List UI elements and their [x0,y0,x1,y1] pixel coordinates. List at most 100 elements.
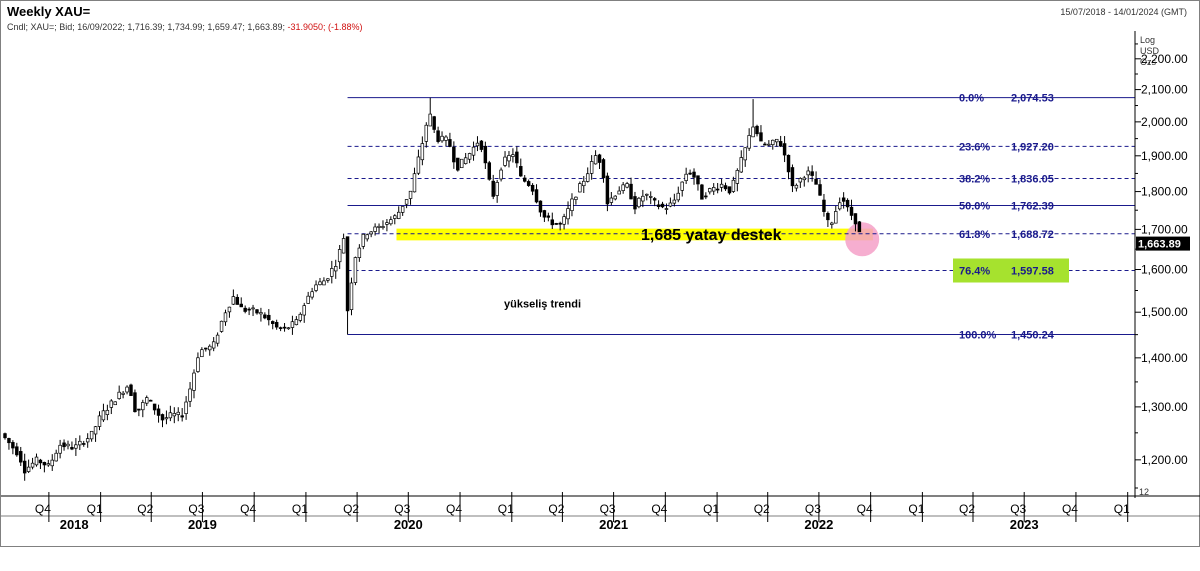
quarter-label: Q2 [754,502,770,516]
candle-body [204,347,208,350]
candle-body [121,392,125,395]
candle-body [404,199,409,205]
candle-body [15,446,19,456]
candle-body [223,312,228,323]
currency-label: USD [1140,46,1160,56]
year-label: 2019 [188,517,217,532]
candle-body [845,199,850,208]
fib-value-label: 1,688.72 [1011,229,1054,241]
y-tick-label: 1,400.00 [1141,351,1188,365]
candle-body [373,226,377,232]
price-chart[interactable]: 0.0% 2,074.53 23.6% 1,927.20 38.2% 1,836.05 50… [1,1,1200,548]
candle-body [164,417,169,420]
candle-body [66,443,70,447]
candle-body [605,175,610,205]
candle-body [660,203,665,208]
candle-body [491,180,495,197]
year-label: 2021 [599,517,628,532]
candle-body [582,180,586,187]
candle-body [369,231,373,235]
candle-body [42,461,47,466]
candle-body [522,177,527,182]
candle-body [7,438,11,444]
candle-body [542,210,547,218]
axis-corner-label: 12 [1139,487,1149,497]
fib-value-label: 1,836.05 [1011,173,1054,185]
candle-body [109,400,114,408]
candle-body [180,415,184,418]
fib-pct-label: 100.0% [959,330,997,342]
candle-body [782,143,787,156]
candle-body [345,236,350,312]
candle-body [830,222,834,225]
candle-body [704,195,708,198]
candle-body [806,170,810,176]
candle-body [566,208,570,220]
candle-body [479,140,484,150]
candle-body [70,447,74,450]
candle-body [145,397,149,404]
candle-body [389,219,393,225]
candle-body [802,177,806,181]
fib-value-label: 1,927.20 [1011,141,1054,153]
year-label: 2018 [60,517,89,532]
candle-body [790,167,795,187]
candle-body [774,138,779,143]
candle-body [160,414,165,421]
quarter-label: Q3 [394,502,410,516]
candle-body [172,413,177,417]
candle-body [188,388,192,402]
candle-body [574,196,578,200]
candle-body [534,189,539,203]
quarter-label: Q4 [651,502,667,516]
log-scale-label[interactable]: Log [1140,35,1156,45]
candle-body [278,327,283,329]
candle-body [211,341,216,349]
candle-body [105,409,110,415]
candle-body [168,412,173,419]
fib-value-label: 1,597.58 [1011,266,1054,278]
candle-body [708,188,712,193]
candle-body [637,197,641,208]
candle-body [255,309,259,314]
quarter-label: Q4 [857,502,873,516]
candle-body [711,187,716,192]
candle-body [609,197,614,203]
quarter-label: Q2 [137,502,153,516]
candle-body [361,233,366,247]
candle-body [11,442,15,449]
candle-body [125,386,129,393]
y-tick-label: 1,600.00 [1141,263,1188,277]
candle-body [235,296,240,305]
candle-body [353,257,358,283]
y-tick-label: 1,700.00 [1141,222,1188,236]
candle-body [645,193,649,196]
candle-body [727,186,732,194]
candle-body [763,143,767,146]
candle-body [113,401,117,406]
fib-pct-label: 61.8% [959,229,990,241]
candle-body [503,156,507,166]
candle-body [420,143,425,161]
candle-body [822,199,826,212]
candle-body [58,444,62,454]
candle-body [341,238,346,254]
candle-body [192,372,196,391]
candle-body [613,195,618,200]
candle-body [215,334,220,344]
y-tick-label: 1,500.00 [1141,305,1188,319]
candle-body [200,349,204,358]
last-price-label: 1,663.89 [1138,239,1181,251]
candle-body [337,249,342,263]
candle-body [129,384,133,396]
candle-body [385,222,389,225]
candle-body [239,303,243,308]
candle-body [546,215,551,218]
candle-body [767,143,771,146]
candle-body [554,223,558,225]
quarter-label: Q1 [87,502,103,516]
y-tick-label: 1,800.00 [1141,185,1188,199]
year-label: 2023 [1010,517,1039,532]
candle-body [259,312,263,315]
quarter-label: Q1 [292,502,308,516]
